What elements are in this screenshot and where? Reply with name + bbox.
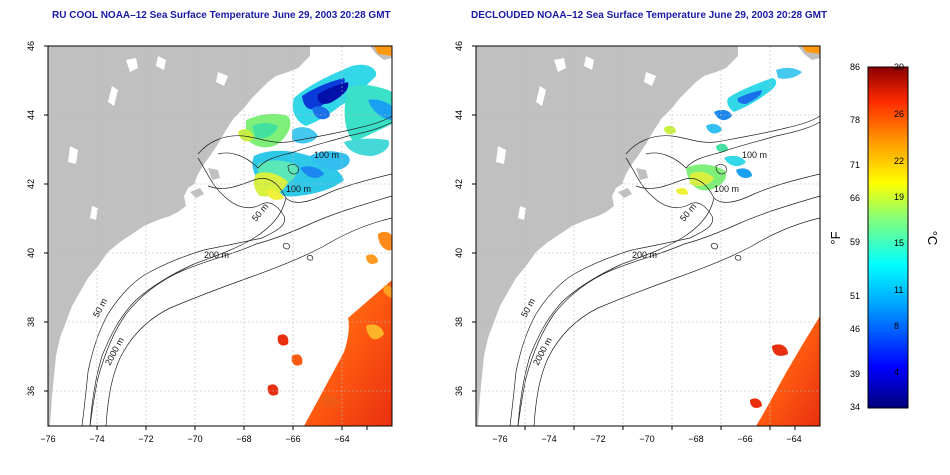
f-tick-label: 46 — [850, 324, 860, 334]
y-axis-labels: 46 44 42 40 38 36 — [26, 41, 36, 396]
x-tick-label: −64 — [786, 434, 801, 444]
sst-field-north — [238, 64, 392, 148]
y-tick-label: 38 — [454, 317, 464, 327]
contour-label: 100 m — [714, 184, 739, 194]
fahrenheit-ticks: 86 78 71 66 59 51 46 39 34 — [850, 62, 860, 412]
y-tick-label: 42 — [26, 179, 36, 189]
x-tick-label: −72 — [138, 434, 153, 444]
x-tick-label: −74 — [541, 434, 556, 444]
f-tick-label: 59 — [850, 237, 860, 247]
f-tick-label: 39 — [850, 369, 860, 379]
y-axis-labels: 46 44 42 40 38 36 — [454, 41, 464, 396]
x-axis-ticks — [524, 426, 796, 430]
map-title-left: RU COOL NOAA–12 Sea Surface Temperature … — [52, 10, 391, 21]
y-axis-ticks — [44, 45, 48, 392]
contour-label: 200 m — [632, 250, 657, 260]
f-tick-label: 34 — [850, 402, 860, 412]
colorbar-ramp — [867, 66, 909, 409]
y-tick-label: 44 — [454, 110, 464, 120]
map-panel-right: 100 m 100 m 50 m 200 m 50 m 2000 m −76 −… — [454, 41, 821, 444]
y-tick-label: 38 — [26, 317, 36, 327]
x-tick-label: −68 — [236, 434, 251, 444]
f-tick-label: 71 — [850, 160, 860, 170]
x-tick-label: −70 — [639, 434, 654, 444]
sst-field-south — [750, 46, 820, 426]
plot-frame — [47, 45, 393, 427]
y-tick-label: 42 — [454, 179, 464, 189]
x-tick-label: −66 — [737, 434, 752, 444]
f-tick-label: 78 — [850, 115, 860, 125]
plot-frame — [475, 45, 821, 427]
c-tick-label: 22 — [894, 156, 904, 166]
contour-label: 100 m — [286, 184, 311, 194]
map-title-right: DECLOUDED NOAA–12 Sea Surface Temperatur… — [471, 10, 828, 21]
y-tick-label: 46 — [26, 41, 36, 51]
y-tick-label: 40 — [26, 248, 36, 258]
celsius-axis-label: °C — [925, 231, 940, 246]
c-tick-label: 11 — [894, 285, 903, 295]
c-tick-label: 8 — [894, 321, 899, 331]
c-tick-label: 26 — [894, 109, 904, 119]
y-tick-label: 44 — [26, 110, 36, 120]
sst-field-south — [267, 46, 392, 426]
x-tick-label: −70 — [187, 434, 202, 444]
c-tick-label: 19 — [894, 192, 904, 202]
celsius-ticks: 30 26 22 19 15 11 8 4 — [894, 62, 904, 377]
x-tick-label: −64 — [334, 434, 349, 444]
f-tick-label: 51 — [850, 291, 860, 301]
x-axis-labels: −76 −74 −72 −70 −68 −66 −64 — [40, 434, 349, 444]
sst-field-north — [664, 67, 802, 135]
x-tick-label: −74 — [89, 434, 104, 444]
x-axis-ticks — [96, 426, 368, 430]
contour-label: 100 m — [314, 150, 339, 160]
contour-label: 100 m — [742, 150, 767, 160]
f-tick-label: 86 — [850, 62, 860, 72]
x-tick-label: −76 — [492, 434, 507, 444]
y-axis-ticks — [472, 45, 476, 392]
contour-label: 200 m — [204, 250, 229, 260]
c-tick-label: 30 — [894, 62, 904, 72]
f-tick-label: 66 — [850, 193, 860, 203]
map-panel-left: 100 m 100 m 50 m 200 m 50 m 2000 m −76 −… — [26, 41, 393, 444]
y-tick-label: 46 — [454, 41, 464, 51]
x-axis-labels: −76 −74 −72 −70 −68 −66 −64 — [492, 434, 801, 444]
contour-labels: 100 m 100 m 50 m 200 m 50 m 2000 m — [91, 150, 339, 367]
x-tick-label: −72 — [590, 434, 605, 444]
x-tick-label: −76 — [40, 434, 55, 444]
c-tick-label: 4 — [894, 367, 899, 377]
x-tick-label: −68 — [688, 434, 703, 444]
x-tick-label: −66 — [285, 434, 300, 444]
fahrenheit-axis-label: °F — [828, 231, 843, 244]
y-tick-label: 40 — [454, 248, 464, 258]
colorbar: 86 78 71 66 59 51 46 39 34 30 26 22 19 1… — [850, 62, 909, 412]
y-tick-label: 36 — [454, 386, 464, 396]
c-tick-label: 15 — [894, 238, 904, 248]
y-tick-label: 36 — [26, 386, 36, 396]
